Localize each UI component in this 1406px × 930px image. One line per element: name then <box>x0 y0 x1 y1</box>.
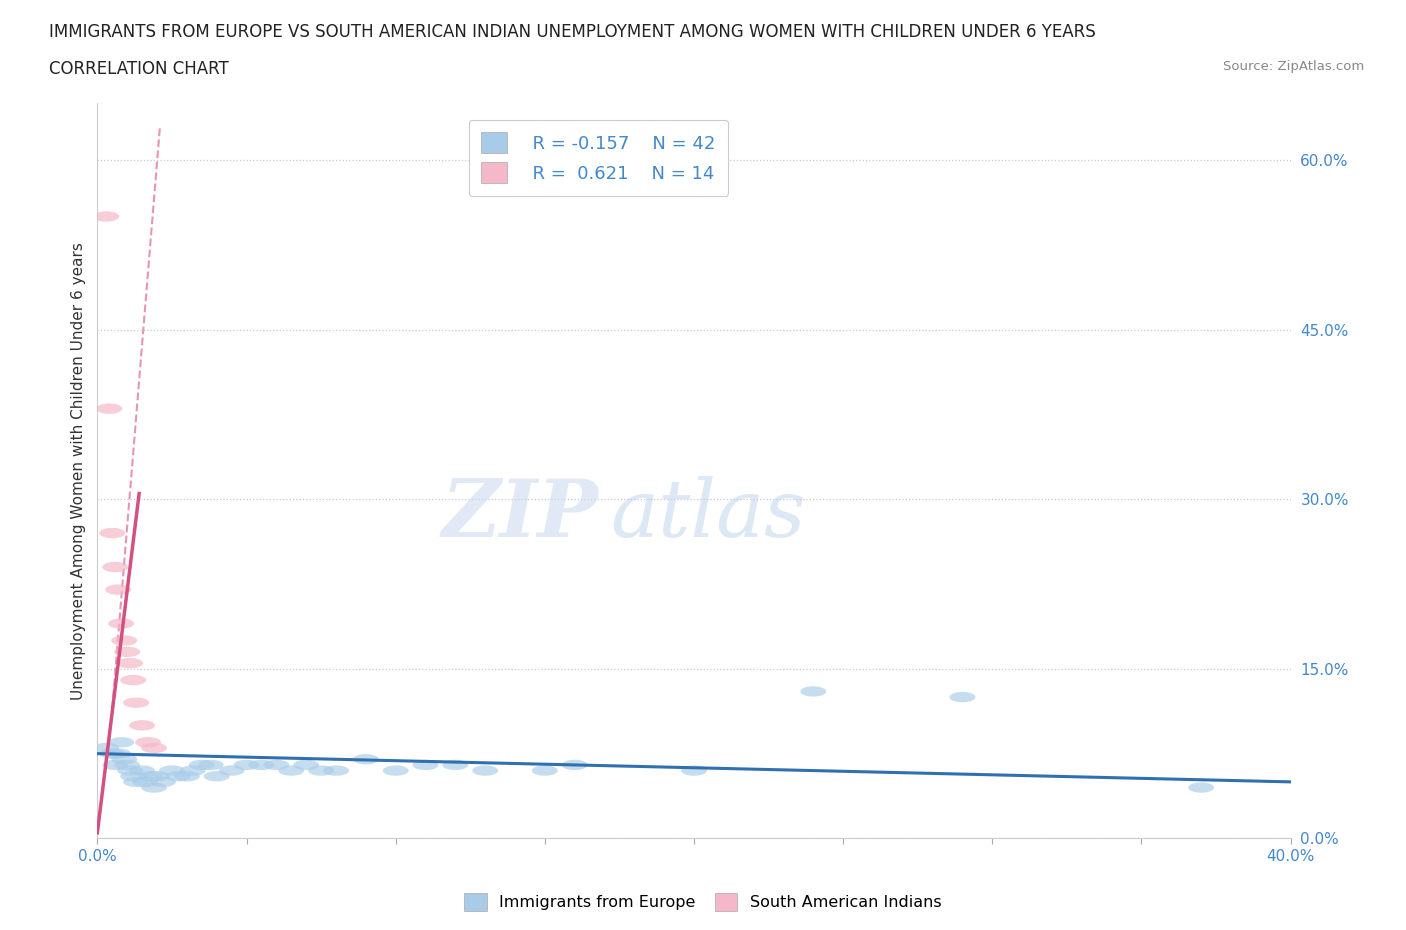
Point <box>143 780 166 795</box>
Legend: Immigrants from Europe, South American Indians: Immigrants from Europe, South American I… <box>458 886 948 917</box>
Point <box>205 769 228 784</box>
Text: IMMIGRANTS FROM EUROPE VS SOUTH AMERICAN INDIAN UNEMPLOYMENT AMONG WOMEN WITH CH: IMMIGRANTS FROM EUROPE VS SOUTH AMERICAN… <box>49 23 1095 41</box>
Point <box>96 209 118 224</box>
Point <box>110 616 132 631</box>
Text: ZIP: ZIP <box>441 476 599 553</box>
Point <box>125 775 148 790</box>
Point <box>354 751 377 766</box>
Point <box>101 525 124 540</box>
Point <box>120 764 142 778</box>
Point <box>131 764 153 778</box>
Y-axis label: Unemployment Among Women with Children Under 6 years: Unemployment Among Women with Children U… <box>72 242 86 700</box>
Point <box>266 757 288 772</box>
Point <box>295 757 318 772</box>
Point <box>200 757 222 772</box>
Point <box>235 757 257 772</box>
Point <box>533 764 555 778</box>
Legend:   R = -0.157    N = 42,   R =  0.621    N = 14: R = -0.157 N = 42, R = 0.621 N = 14 <box>468 120 728 195</box>
Point <box>143 740 166 755</box>
Point <box>801 684 824 698</box>
Point <box>190 757 212 772</box>
Point <box>98 401 121 416</box>
Point <box>107 582 129 597</box>
Point <box>122 769 145 784</box>
Text: Source: ZipAtlas.com: Source: ZipAtlas.com <box>1223 60 1364 73</box>
Point <box>134 775 156 790</box>
Point <box>1189 780 1212 795</box>
Point <box>110 735 132 750</box>
Point <box>160 764 183 778</box>
Point <box>167 769 190 784</box>
Point <box>122 672 145 687</box>
Point <box>181 764 204 778</box>
Point <box>221 764 243 778</box>
Point <box>125 696 148 711</box>
Point <box>325 764 347 778</box>
Point <box>101 746 124 761</box>
Point <box>415 757 437 772</box>
Point <box>474 764 496 778</box>
Point <box>104 560 127 575</box>
Point <box>120 656 142 671</box>
Point <box>564 757 586 772</box>
Text: CORRELATION CHART: CORRELATION CHART <box>49 60 229 78</box>
Point <box>176 769 198 784</box>
Point <box>152 775 174 790</box>
Point <box>104 757 127 772</box>
Point <box>384 764 406 778</box>
Point <box>952 690 974 705</box>
Point <box>107 746 129 761</box>
Point <box>115 757 138 772</box>
Point <box>131 718 153 733</box>
Point <box>250 757 273 772</box>
Text: atlas: atlas <box>610 476 806 553</box>
Point <box>683 764 706 778</box>
Point <box>136 735 159 750</box>
Point <box>280 764 302 778</box>
Point <box>112 633 135 648</box>
Point <box>115 644 138 659</box>
Point <box>309 764 332 778</box>
Point <box>146 769 169 784</box>
Point <box>112 751 135 766</box>
Point <box>96 740 118 755</box>
Point <box>444 757 467 772</box>
Point <box>139 769 162 784</box>
